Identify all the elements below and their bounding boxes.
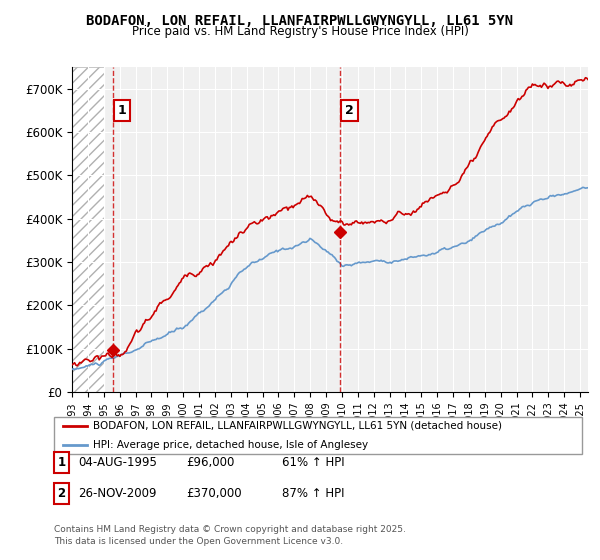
Text: £96,000: £96,000 (186, 456, 235, 469)
Text: HPI: Average price, detached house, Isle of Anglesey: HPI: Average price, detached house, Isle… (93, 440, 368, 450)
Text: 61% ↑ HPI: 61% ↑ HPI (282, 456, 344, 469)
Text: 87% ↑ HPI: 87% ↑ HPI (282, 487, 344, 500)
Text: 2: 2 (345, 104, 354, 117)
Text: 26-NOV-2009: 26-NOV-2009 (78, 487, 157, 500)
Text: BODAFON, LON REFAIL, LLANFAIRPWLLGWYNGYLL, LL61 5YN: BODAFON, LON REFAIL, LLANFAIRPWLLGWYNGYL… (86, 14, 514, 28)
Text: 1: 1 (118, 104, 127, 117)
Text: 04-AUG-1995: 04-AUG-1995 (78, 456, 157, 469)
Text: £370,000: £370,000 (186, 487, 242, 500)
Text: BODAFON, LON REFAIL, LLANFAIRPWLLGWYNGYLL, LL61 5YN (detached house): BODAFON, LON REFAIL, LLANFAIRPWLLGWYNGYL… (93, 421, 502, 431)
Text: Contains HM Land Registry data © Crown copyright and database right 2025.
This d: Contains HM Land Registry data © Crown c… (54, 525, 406, 546)
Text: Price paid vs. HM Land Registry's House Price Index (HPI): Price paid vs. HM Land Registry's House … (131, 25, 469, 38)
Text: 2: 2 (58, 487, 65, 500)
Text: 1: 1 (58, 456, 65, 469)
